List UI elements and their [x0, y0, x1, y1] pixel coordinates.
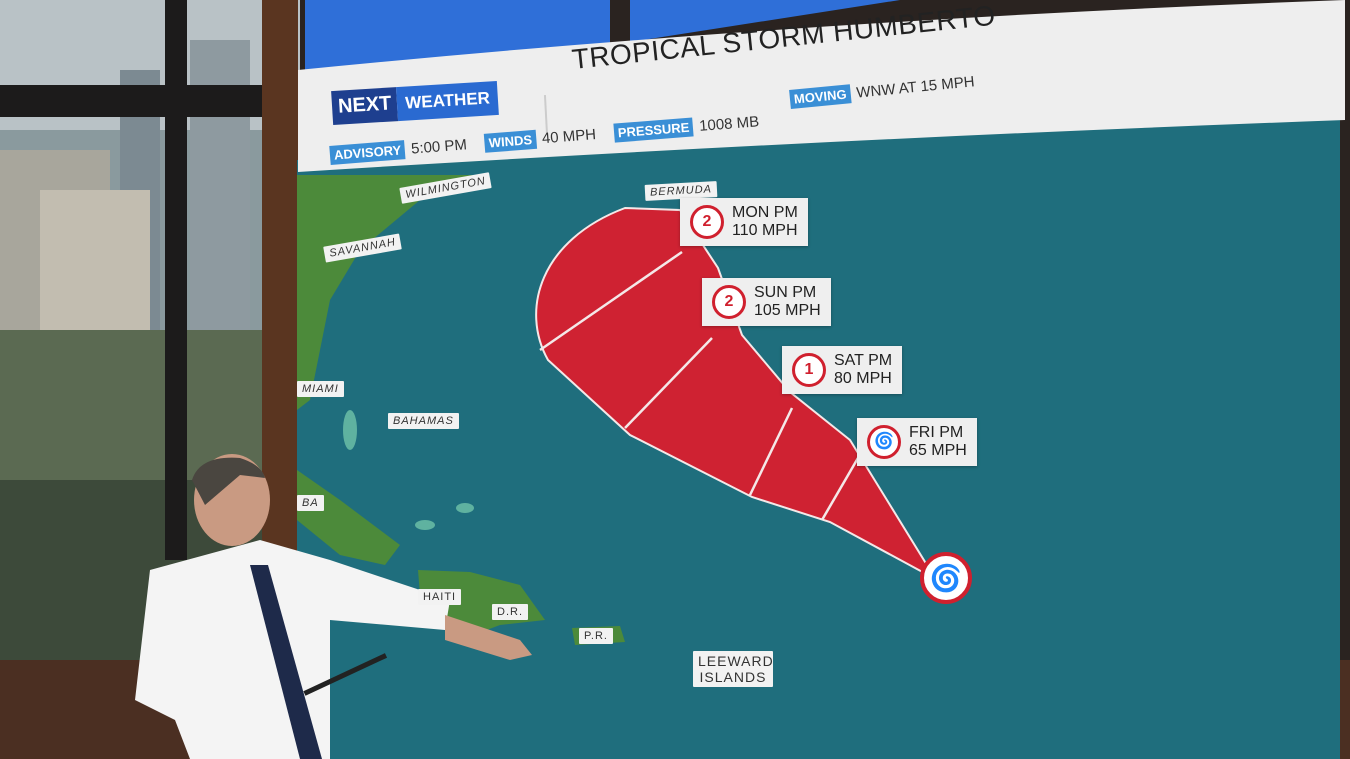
pressure-value: 1008 MB: [698, 113, 760, 135]
winds-value: 40 MPH: [541, 126, 597, 148]
advisory-value: 5:00 PM: [410, 136, 468, 158]
meteorologist: [135, 454, 532, 759]
tropical-storm-icon: 🌀: [867, 425, 901, 459]
label-miami: MIAMI: [297, 381, 344, 397]
hurricane-icon: 1: [792, 353, 826, 387]
forecast-time: SUN PM: [754, 284, 817, 301]
forecast-mon-pm: 2 MON PM 110 MPH: [680, 198, 808, 246]
hurricane-icon: 2: [690, 205, 724, 239]
label-cuba: BA: [297, 495, 324, 511]
logo-next: NEXT: [331, 87, 399, 126]
label-pr: P.R.: [579, 628, 613, 644]
label-haiti: HAITI: [418, 589, 462, 605]
forecast-wind: 110 MPH: [732, 222, 798, 239]
current-position-storm-icon: 🌀: [920, 552, 972, 604]
label-dr: D.R.: [492, 604, 528, 620]
forecast-sun-pm: 2 SUN PM 105 MPH: [702, 278, 831, 326]
forecast-time: MON PM: [732, 204, 798, 221]
forecast-time: FRI PM: [909, 424, 964, 441]
forecast-fri-pm: 🌀 FRI PM 65 MPH: [857, 418, 977, 466]
forecast-sat-pm: 1 SAT PM 80 MPH: [782, 346, 903, 394]
forecast-wind: 105 MPH: [754, 302, 821, 319]
forecast-wind: 65 MPH: [909, 442, 967, 459]
label-leeward-islands: LEEWARD ISLANDS: [693, 651, 773, 687]
logo-weather: WEATHER: [396, 80, 499, 122]
us-coast-land: [297, 175, 480, 410]
forecast-wind: 80 MPH: [834, 370, 892, 387]
winds-label: WINDS: [484, 129, 537, 153]
cuba-land: [297, 470, 400, 565]
forecast-time: SAT PM: [834, 352, 893, 369]
hurricane-icon: 2: [712, 285, 746, 319]
label-bahamas: BAHAMAS: [388, 413, 459, 429]
